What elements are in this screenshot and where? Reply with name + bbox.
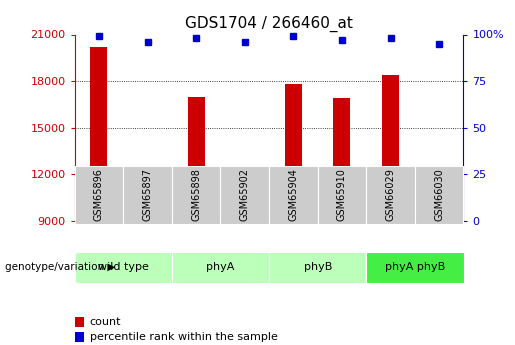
Bar: [366, 166, 415, 224]
Text: count: count: [90, 317, 121, 327]
Bar: [172, 252, 269, 283]
Text: phyA: phyA: [207, 263, 235, 272]
Text: genotype/variation ▶: genotype/variation ▶: [5, 263, 115, 272]
Text: percentile rank within the sample: percentile rank within the sample: [90, 332, 278, 342]
Bar: [415, 166, 464, 224]
Bar: [236, 195, 253, 221]
Text: GSM66029: GSM66029: [386, 168, 396, 221]
Bar: [285, 84, 302, 221]
Text: GSM66030: GSM66030: [434, 169, 444, 221]
Text: phyB: phyB: [303, 263, 332, 272]
Bar: [382, 75, 399, 221]
Bar: [318, 166, 366, 224]
Text: GSM65904: GSM65904: [288, 168, 298, 221]
Bar: [334, 98, 351, 221]
Bar: [75, 166, 123, 224]
Bar: [139, 191, 156, 221]
Text: GSM65898: GSM65898: [191, 168, 201, 221]
Text: GSM65910: GSM65910: [337, 168, 347, 221]
Bar: [172, 166, 220, 224]
Title: GDS1704 / 266460_at: GDS1704 / 266460_at: [185, 16, 353, 32]
Bar: [91, 47, 108, 221]
Text: GSM65896: GSM65896: [94, 168, 104, 221]
Bar: [123, 166, 172, 224]
Bar: [220, 166, 269, 224]
Bar: [269, 166, 318, 224]
Text: wild type: wild type: [98, 263, 149, 272]
Bar: [75, 332, 84, 342]
Bar: [366, 252, 464, 283]
Bar: [187, 97, 204, 221]
Bar: [75, 252, 172, 283]
Text: GSM65902: GSM65902: [240, 168, 250, 221]
Text: phyA phyB: phyA phyB: [385, 263, 445, 272]
Text: GSM65897: GSM65897: [143, 168, 152, 221]
Bar: [75, 317, 84, 327]
Bar: [269, 252, 366, 283]
Bar: [431, 218, 448, 221]
